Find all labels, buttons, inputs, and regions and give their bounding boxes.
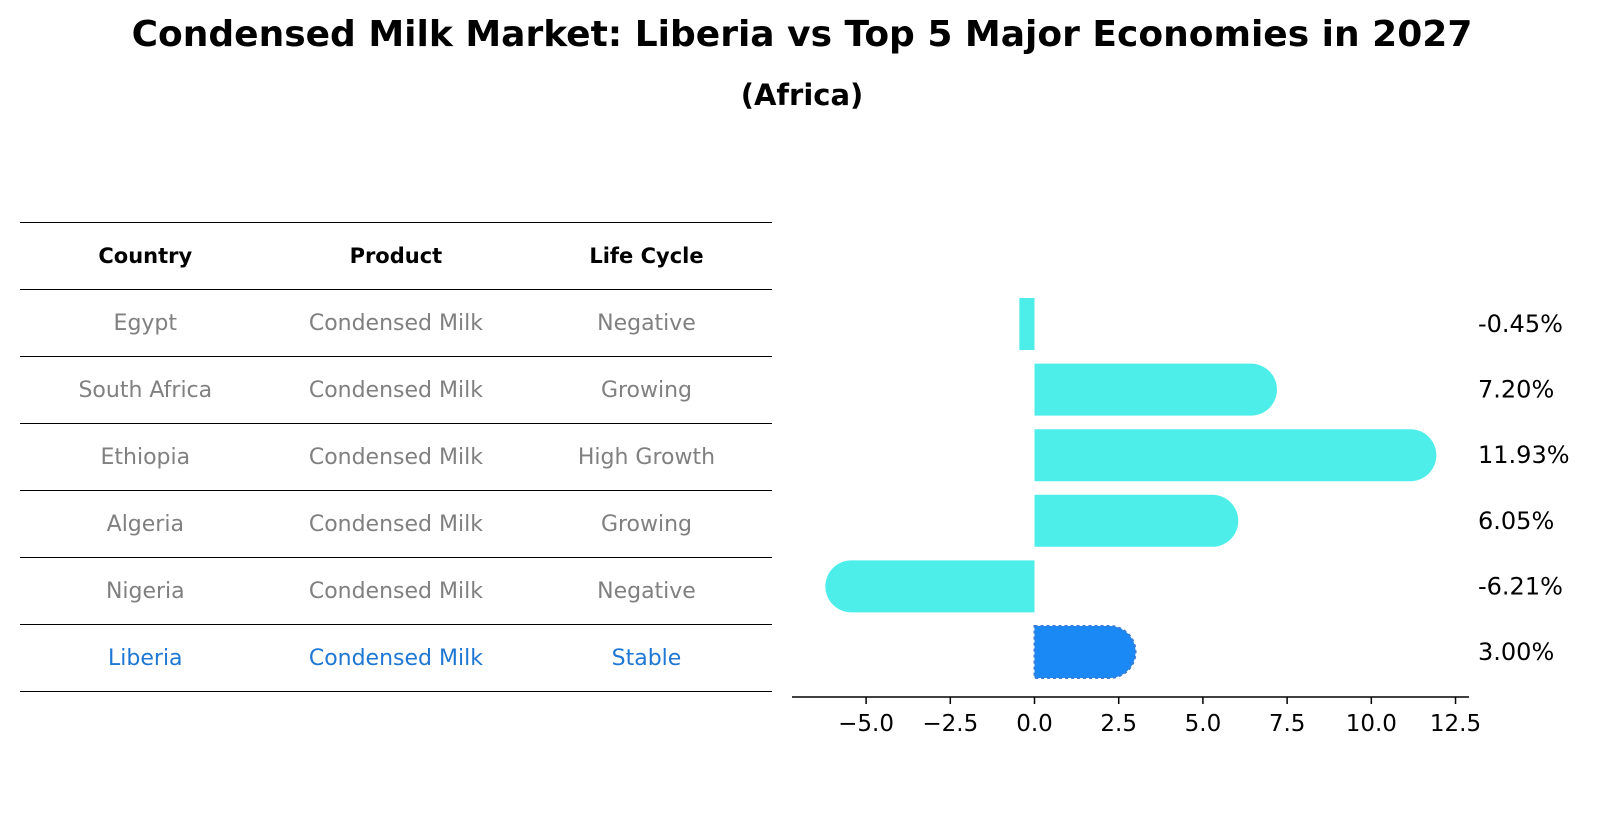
product-cell: Condensed Milk — [308, 578, 483, 604]
product-cell: Condensed Milk — [308, 444, 483, 470]
life-cycle-cell: Negative — [597, 310, 696, 336]
life-cycle-cell: Stable — [611, 645, 682, 671]
bar-liberia — [1033, 625, 1137, 679]
bar-algeria — [1034, 494, 1239, 547]
country-cell: Ethiopia — [100, 444, 191, 470]
value-label: 3.00% — [1478, 638, 1554, 666]
bar-nigeria — [825, 560, 1035, 613]
country-cell: Nigeria — [105, 578, 185, 604]
product-cell: Condensed Milk — [308, 511, 483, 537]
life-cycle-cell: High Growth — [577, 444, 716, 470]
table-row-highlighted: Liberia Condensed Milk Stable — [20, 624, 772, 692]
product-cell: Condensed Milk — [308, 645, 483, 671]
header-product: Product — [349, 244, 443, 268]
x-tick-label: 7.5 — [1269, 711, 1306, 737]
country-cell: Egypt — [113, 310, 178, 336]
chart-title: Condensed Milk Market: Liberia vs Top 5 … — [131, 14, 1473, 55]
country-cell: Algeria — [106, 511, 184, 537]
table-row: Ethiopia Condensed Milk High Growth — [20, 423, 772, 490]
table-row: South Africa Condensed Milk Growing — [20, 356, 772, 423]
bar-ethiopia — [1034, 429, 1437, 482]
value-label: -0.45% — [1478, 310, 1563, 338]
table-row: Egypt Condensed Milk Negative — [20, 289, 772, 356]
bar-south-africa — [1034, 363, 1278, 416]
product-cell: Condensed Milk — [308, 377, 483, 403]
life-cycle-cell: Negative — [597, 578, 696, 604]
table-header-row: Country Product Life Cycle — [20, 222, 772, 289]
country-cell: South Africa — [78, 377, 213, 403]
bar-egypt — [1019, 298, 1035, 350]
country-cell: Liberia — [108, 645, 183, 671]
x-tick-label: 5.0 — [1185, 711, 1222, 737]
life-cycle-cell: Growing — [600, 511, 693, 537]
value-label: 11.93% — [1478, 441, 1570, 469]
value-label: 7.20% — [1478, 376, 1554, 404]
country-table: Country Product Life Cycle Egypt Condens… — [20, 222, 772, 692]
value-label: -6.21% — [1478, 572, 1563, 600]
table-row: Algeria Condensed Milk Growing — [20, 490, 772, 557]
x-tick-label: −5.0 — [838, 711, 894, 737]
x-tick-label: 0.0 — [1016, 711, 1053, 737]
table-row: Nigeria Condensed Milk Negative — [20, 557, 772, 624]
life-cycle-cell: Growing — [600, 377, 693, 403]
x-tick-label: 10.0 — [1346, 711, 1397, 737]
x-tick-label: 12.5 — [1430, 711, 1481, 737]
product-cell: Condensed Milk — [308, 310, 483, 336]
value-label: 6.05% — [1478, 507, 1554, 535]
chart-subtitle: (Africa) — [740, 78, 864, 112]
header-country: Country — [98, 244, 193, 268]
x-tick-label: 2.5 — [1100, 711, 1137, 737]
x-tick-label: −2.5 — [922, 711, 978, 737]
header-life-cycle: Life Cycle — [589, 244, 704, 268]
